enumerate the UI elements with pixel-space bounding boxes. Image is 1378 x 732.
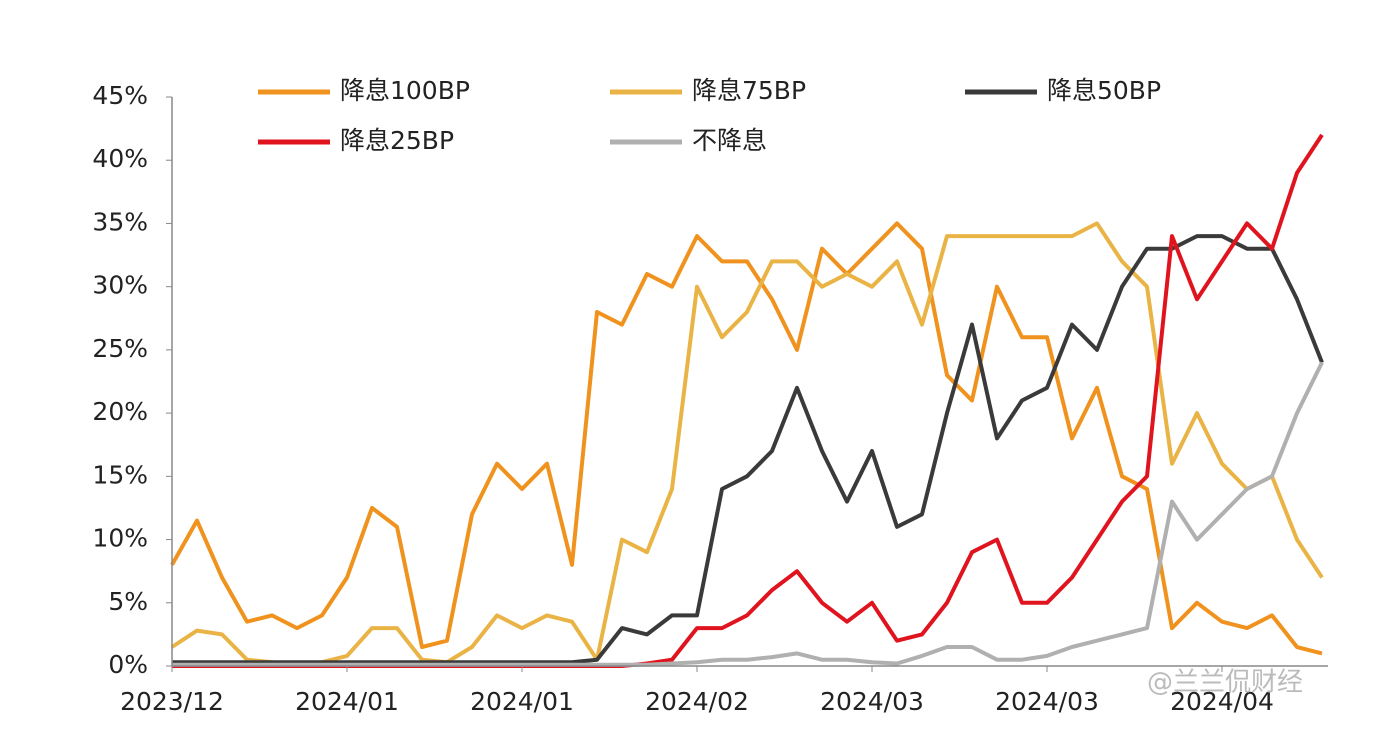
x-tick-label: 2024/03 — [995, 687, 1099, 716]
legend-label: 降息25BP — [340, 126, 454, 155]
y-tick-label: 0% — [108, 650, 148, 679]
y-tick-label: 20% — [92, 397, 148, 426]
legend-label: 不降息 — [692, 126, 767, 155]
legend-label: 降息75BP — [692, 76, 806, 105]
y-tick-label: 30% — [92, 271, 148, 300]
y-tick-label: 5% — [108, 587, 148, 616]
y-tick-label: 40% — [92, 144, 148, 173]
watermark: @兰兰侃财经 — [1147, 668, 1303, 698]
x-tick-label: 2024/02 — [645, 687, 749, 716]
series-line — [172, 361, 1324, 667]
x-tick-label: 2023/12 — [120, 687, 224, 716]
series-line — [172, 234, 1324, 665]
legend-label: 降息100BP — [340, 76, 470, 105]
y-tick-label: 15% — [92, 460, 148, 489]
x-tick-label: 2024/04 — [1170, 687, 1274, 716]
y-tick-label: 35% — [92, 207, 148, 236]
legend-label: 降息50BP — [1047, 76, 1161, 105]
y-tick-label: 10% — [92, 524, 148, 553]
x-tick-label: 2024/01 — [295, 687, 399, 716]
y-tick-label: 45% — [92, 81, 148, 110]
series-line — [170, 221, 1323, 656]
series-line — [170, 221, 1324, 666]
series-line — [172, 133, 1324, 668]
x-tick-label: 2024/01 — [470, 687, 574, 716]
x-tick-label: 2024/03 — [820, 687, 924, 716]
y-tick-label: 25% — [92, 334, 148, 363]
